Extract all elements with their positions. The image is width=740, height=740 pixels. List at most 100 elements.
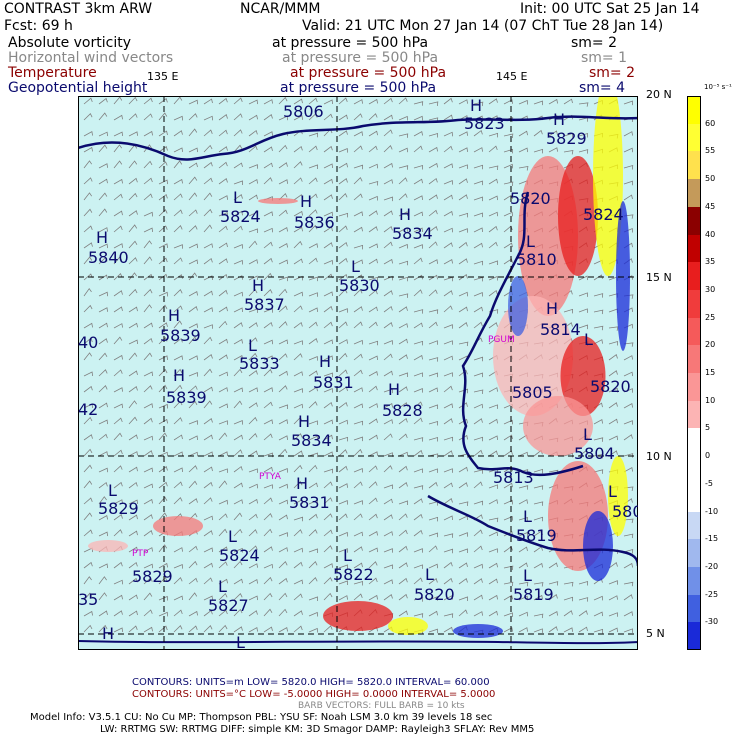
wind-barb [353, 164, 364, 170]
wind-barb [143, 592, 153, 601]
wind-barb [233, 465, 243, 473]
wind-barb [263, 99, 273, 105]
wind-barb [113, 481, 123, 489]
wind-barb [458, 274, 468, 281]
wind-barb [533, 613, 544, 619]
wind-barb [98, 144, 108, 153]
wind-barb [233, 354, 243, 361]
wind-barb [353, 306, 363, 313]
wind-barb [398, 593, 408, 601]
wind-barb [203, 307, 213, 313]
wind-barb [128, 370, 138, 377]
wind-barb [413, 211, 423, 217]
wind-barb [338, 386, 348, 393]
wind-barb [98, 178, 108, 185]
colorbar-level-label: -5 [705, 478, 713, 488]
wind-barb [473, 611, 483, 617]
wind-barb [398, 465, 408, 473]
wind-barb [173, 577, 183, 585]
wind-barb [248, 468, 258, 473]
wind-barb [173, 609, 183, 617]
colorbar-swatch [687, 373, 701, 402]
wind-barb [623, 466, 633, 473]
wind-barb [113, 499, 123, 505]
wind-barb [113, 610, 123, 617]
wind-barb [173, 400, 183, 409]
wind-barb [83, 192, 93, 201]
wind-barb [428, 468, 438, 473]
wind-barb [218, 273, 228, 281]
wind-barb [413, 195, 423, 201]
wind-barb [203, 354, 213, 361]
wind-barb [368, 561, 378, 569]
wind-barb [428, 177, 438, 185]
wind-barb [428, 628, 438, 634]
wind-barb [398, 529, 408, 537]
wind-barb [233, 626, 243, 633]
wind-barb [278, 608, 288, 617]
wind-barb [398, 562, 408, 569]
field-name: Absolute vorticity [8, 35, 131, 51]
wind-barb [368, 481, 378, 489]
wind-barb [428, 563, 438, 569]
wind-barb [203, 400, 213, 409]
wind-barb [293, 547, 303, 553]
wind-barb [128, 546, 138, 553]
wind-barb [398, 513, 408, 521]
wind-barb [293, 145, 303, 153]
wind-barb [608, 435, 618, 441]
wind-barb [263, 146, 273, 153]
wind-barb [218, 195, 228, 201]
wind-barb [623, 434, 633, 441]
wind-barb [458, 291, 468, 297]
wind-barb [248, 450, 258, 457]
wind-barb [323, 226, 333, 233]
wind-barb [203, 547, 213, 553]
forecast-hour: Fcst: 69 h [4, 18, 73, 34]
wind-barb [368, 370, 378, 377]
wind-barb [143, 577, 153, 585]
wind-barb [293, 210, 303, 217]
wind-barb [323, 291, 333, 297]
wind-barb [353, 289, 363, 297]
wind-barb [398, 193, 408, 201]
wind-barb [218, 609, 228, 617]
height-value-label: 5831 [289, 493, 330, 512]
wind-barb [383, 402, 393, 409]
wind-barb [368, 243, 378, 249]
wind-barb [293, 464, 303, 473]
field-smoothing: sm= 1 [581, 50, 628, 66]
wind-barb [113, 306, 123, 313]
wind-barb [443, 180, 453, 185]
wind-barb [488, 225, 498, 233]
wind-barb [308, 435, 318, 441]
wind-barb [98, 402, 108, 409]
wind-barb [428, 436, 439, 442]
station-label: PGUM [488, 335, 515, 345]
wind-barb [293, 291, 303, 297]
height-value-label: 5806 [283, 102, 324, 121]
wind-barb [488, 132, 499, 138]
wind-barb [128, 192, 138, 201]
wind-barb [623, 594, 633, 601]
wind-barb [338, 321, 348, 329]
wind-barb [488, 450, 498, 457]
wind-barb [158, 322, 168, 329]
wind-barb [143, 530, 153, 537]
wind-barb [488, 387, 498, 393]
wind-barb [488, 195, 498, 201]
wind-barb [593, 628, 604, 634]
wind-barb [128, 530, 138, 537]
wind-barb [98, 592, 108, 601]
wind-barb [473, 306, 483, 313]
height-value-label: 5834 [291, 431, 332, 450]
wind-barb [188, 451, 198, 457]
wind-barb [218, 499, 228, 505]
colorbar-level-label: -20 [705, 561, 719, 571]
wind-barb [263, 387, 273, 393]
wind-barb [233, 259, 243, 265]
wind-barb [248, 483, 258, 489]
wind-barb [188, 113, 198, 121]
wind-barb [368, 306, 378, 313]
wind-barb [323, 592, 333, 601]
